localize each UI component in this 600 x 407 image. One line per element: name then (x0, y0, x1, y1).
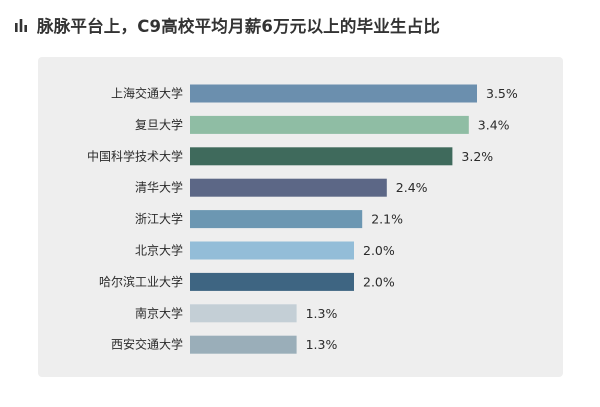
bar (190, 115, 469, 134)
category-label: 中国科学技术大学 (87, 148, 183, 163)
category-label: 浙江大学 (135, 211, 183, 226)
value-label: 3.5% (486, 86, 518, 101)
category-label: 复旦大学 (135, 117, 183, 132)
category-label: 南京大学 (135, 305, 183, 320)
chart-panel: 上海交通大学 3.5% 复旦大学 3.4% 中国科学技术大学 3.2% 清华大学 2.4% 浙江… (38, 57, 563, 377)
bar (190, 84, 477, 103)
value-label: 1.3% (306, 306, 338, 321)
bar (190, 210, 363, 229)
category-label: 西安交通大学 (111, 337, 183, 352)
bar (190, 241, 354, 260)
value-label: 3.4% (478, 117, 510, 132)
chart-header: 脉脉平台上，C9高校平均月薪6万元以上的毕业生占比 (14, 8, 440, 42)
value-label: 2.0% (363, 274, 395, 289)
category-label: 上海交通大学 (111, 86, 183, 101)
bar-chart: 上海交通大学 3.5% 复旦大学 3.4% 中国科学技术大学 3.2% 清华大学 2.4% 浙江… (87, 84, 518, 354)
bar (190, 147, 453, 166)
value-label: 2.1% (371, 212, 403, 227)
bar (190, 272, 354, 291)
category-label: 哈尔滨工业大学 (99, 274, 183, 289)
chart-title: 脉脉平台上，C9高校平均月薪6万元以上的毕业生占比 (37, 17, 441, 36)
bar (190, 178, 387, 197)
value-label: 3.2% (461, 149, 493, 164)
value-label: 2.4% (396, 180, 428, 195)
category-label: 清华大学 (135, 180, 183, 195)
bar (190, 335, 297, 354)
bar (190, 304, 297, 323)
value-label: 1.3% (306, 337, 338, 352)
category-label: 北京大学 (135, 243, 183, 258)
bar-chart-icon (15, 19, 27, 32)
value-label: 2.0% (363, 243, 395, 258)
